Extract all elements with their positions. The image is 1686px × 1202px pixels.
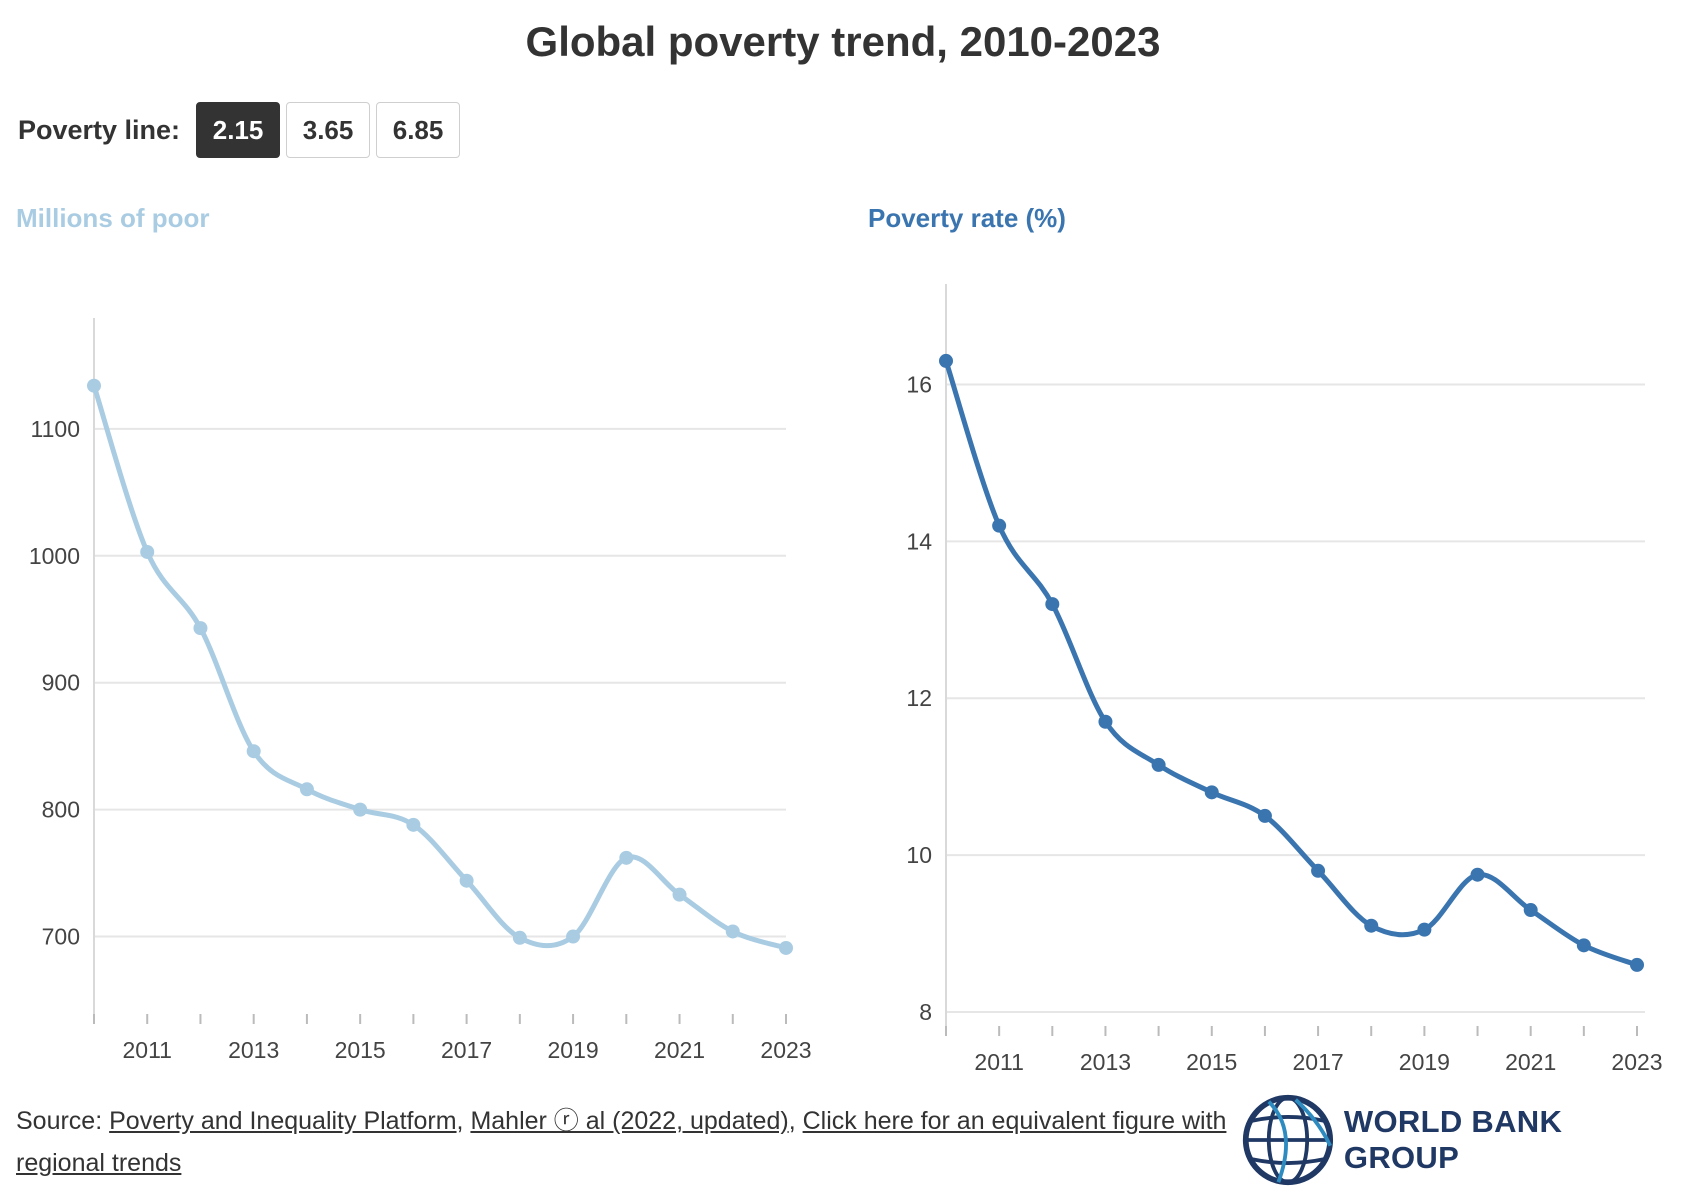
left-data-point — [193, 621, 208, 636]
left-x-tick-label: 2023 — [760, 1037, 811, 1063]
world-bank-group-name: WORLD BANK GROUP — [1343, 1104, 1563, 1175]
right-data-point — [992, 518, 1007, 533]
right-y-tick-label: 8 — [919, 999, 932, 1025]
right-data-point — [1311, 863, 1326, 878]
left-data-point — [619, 850, 634, 865]
left-x-tick-label: 2011 — [122, 1037, 171, 1063]
poverty-line-label: Poverty line: — [18, 114, 181, 145]
left-x-tick-label: 2019 — [547, 1037, 598, 1063]
right-x-tick-label: 2015 — [1186, 1049, 1237, 1075]
left-data-point — [779, 940, 793, 955]
left-y-tick-label: 1100 — [31, 416, 80, 442]
left-data-point — [353, 802, 368, 817]
left-x-tick-label: 2021 — [654, 1037, 705, 1063]
left-data-point — [725, 924, 740, 939]
right-x-tick-label: 2011 — [974, 1049, 1023, 1075]
world-bank-logo: WORLD BANK GROUP — [1240, 1092, 1686, 1188]
poverty-line-selector: Poverty line: 2.15 3.65 6.85 — [18, 102, 466, 158]
left-x-tick-label: 2017 — [441, 1037, 492, 1063]
right-data-point — [1523, 903, 1538, 918]
right-x-tick-label: 2021 — [1505, 1049, 1556, 1075]
right-data-point — [1257, 808, 1272, 823]
left-data-point — [299, 782, 314, 797]
left-data-point — [246, 744, 261, 759]
right-y-tick-label: 10 — [906, 842, 932, 868]
right-series-line — [943, 358, 1640, 968]
globe-icon — [1242, 1094, 1334, 1186]
left-data-point — [140, 544, 155, 559]
right-y-tick-label: 14 — [906, 528, 932, 554]
right-x-tick-label: 2023 — [1611, 1049, 1662, 1075]
left-data-point — [672, 887, 687, 902]
left-series-line — [91, 383, 789, 951]
source-link-mahler[interactable]: Mahler ⓡ al (2022, updated) — [470, 1107, 789, 1135]
left-data-point — [512, 930, 527, 945]
poverty-rate-chart: 8 10 12 14 16 2011 2013 2015 2017 2019 2021 2023 — [906, 284, 1663, 1075]
right-y-tick-label: 16 — [906, 371, 932, 397]
right-data-point — [1630, 957, 1644, 972]
right-data-point — [1576, 938, 1591, 953]
left-x-tick-label: 2015 — [335, 1037, 386, 1063]
source-note: Source: Poverty and Inequality Platform,… — [16, 1107, 1227, 1177]
poverty-line-button-3-65[interactable]: 3.65 — [286, 102, 371, 158]
left-y-tick-label: 800 — [42, 797, 80, 823]
right-y-tick-label: 12 — [906, 685, 932, 711]
right-data-point — [939, 353, 953, 368]
left-y-tick-label: 700 — [42, 924, 80, 950]
right-x-tick-label: 2013 — [1080, 1049, 1131, 1075]
left-panel-title: Millions of poor — [16, 203, 210, 233]
right-data-point — [1417, 922, 1432, 937]
left-data-point — [406, 817, 421, 832]
right-data-point — [1045, 597, 1060, 612]
poverty-line-button-2-15[interactable]: 2.15 — [196, 102, 281, 158]
poverty-line-button-6-85[interactable]: 6.85 — [376, 102, 461, 158]
left-y-tick-label: 900 — [42, 670, 80, 696]
right-data-point — [1204, 785, 1219, 800]
left-y-tick-label: 1000 — [29, 543, 80, 569]
right-data-point — [1098, 714, 1113, 729]
right-panel-title: Poverty rate (%) — [868, 203, 1066, 233]
source-link-regional-figure[interactable]: Click here for an equivalent figure with… — [16, 1107, 1227, 1177]
right-x-tick-label: 2019 — [1399, 1049, 1450, 1075]
right-x-tick-label: 2017 — [1292, 1049, 1343, 1075]
source-prefix: Source: — [16, 1107, 103, 1135]
chart-title: Global poverty trend, 2010-2023 — [525, 18, 1161, 65]
left-data-point — [566, 929, 581, 944]
source-link-pip[interactable]: Poverty and Inequality Platform — [109, 1107, 457, 1135]
left-data-point — [459, 873, 474, 888]
right-data-point — [1151, 757, 1166, 772]
left-data-point — [87, 378, 101, 393]
millions-of-poor-chart: 700 800 900 1000 1100 2011 2013 2015 2017 2019 202… — [29, 318, 812, 1063]
right-data-point — [1364, 918, 1379, 933]
left-x-tick-label: 2013 — [228, 1037, 279, 1063]
right-data-point — [1470, 867, 1485, 882]
